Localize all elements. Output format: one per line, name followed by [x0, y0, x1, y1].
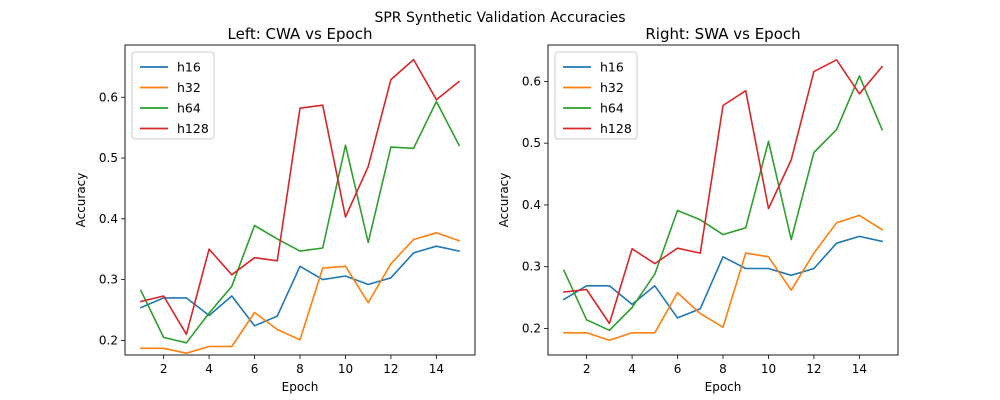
right-x-tick-label: 10: [761, 362, 776, 376]
left-y-tick-label: 0.5: [99, 151, 118, 165]
right-x-tick-label: 8: [719, 362, 727, 376]
left-legend-label-h128: h128: [177, 121, 209, 136]
right-y-tick-label: 0.5: [522, 136, 541, 150]
left-x-tick-label: 12: [383, 362, 398, 376]
right-axes-frame: [547, 44, 899, 356]
left-y-tick-label: 0.2: [99, 333, 118, 347]
left-panel: Left: CWA vs Epoch 2 4 6 8 10 12 14 0.2 0.3 0.4 0.5…: [74, 25, 476, 394]
left-y-axis-label: Accuracy: [74, 173, 88, 228]
left-y-tick-label: 0.6: [99, 90, 118, 104]
left-chart-title: Left: CWA vs Epoch: [228, 25, 373, 43]
right-legend-label-h128: h128: [600, 121, 632, 136]
right-x-tick-label: 6: [674, 362, 682, 376]
right-x-tick-label: 2: [583, 362, 591, 376]
right-series-line-h128: [563, 58, 884, 325]
left-axes-frame: [124, 44, 476, 356]
right-x-axis-label: Epoch: [705, 380, 742, 394]
left-series-line-h64: [139, 100, 461, 344]
right-series-line-h16: [562, 235, 884, 319]
left-y-tick-label: 0.4: [99, 212, 118, 226]
right-y-tick-label: 0.3: [522, 260, 541, 274]
right-y-tick-label: 0.4: [522, 198, 541, 212]
left-series-line-h32: [140, 232, 461, 355]
left-x-tick-label: 8: [296, 362, 304, 376]
left-legend-label-h32: h32: [177, 80, 201, 95]
left-x-tick-label: 2: [160, 362, 168, 376]
right-panel: Right: SWA vs Epoch 2 4 6 8 10 12 14 0.2 0.3 0.4 0.…: [497, 25, 899, 394]
right-x-tick-label: 12: [806, 362, 821, 376]
left-series-line-h128: [139, 58, 461, 336]
right-chart-title: Right: SWA vs Epoch: [645, 25, 800, 43]
right-legend-label-h64: h64: [600, 101, 624, 116]
right-x-tick-label: 4: [628, 362, 636, 376]
right-y-tick-label: 0.2: [522, 321, 541, 335]
left-legend-box: [131, 51, 215, 140]
left-x-tick-label: 4: [205, 362, 213, 376]
right-legend-label-h32: h32: [600, 80, 624, 95]
figure-title: SPR Synthetic Validation Accuracies: [374, 10, 625, 26]
left-x-tick-label: 6: [251, 362, 259, 376]
left-x-tick-label: 14: [429, 362, 444, 376]
left-x-axis-label: Epoch: [282, 380, 319, 394]
left-y-tick-label: 0.3: [99, 273, 118, 287]
left-legend-label-h16: h16: [177, 60, 201, 75]
right-y-tick-label: 0.6: [522, 74, 541, 88]
right-x-tick-label: 14: [852, 362, 867, 376]
right-series-line-h32: [563, 214, 884, 342]
left-x-tick-label: 10: [338, 362, 353, 376]
right-legend-box: [554, 51, 638, 140]
left-legend-label-h64: h64: [177, 101, 201, 116]
right-y-axis-label: Accuracy: [497, 173, 511, 228]
right-legend-label-h16: h16: [600, 60, 624, 75]
right-series-line-h64: [562, 75, 884, 332]
